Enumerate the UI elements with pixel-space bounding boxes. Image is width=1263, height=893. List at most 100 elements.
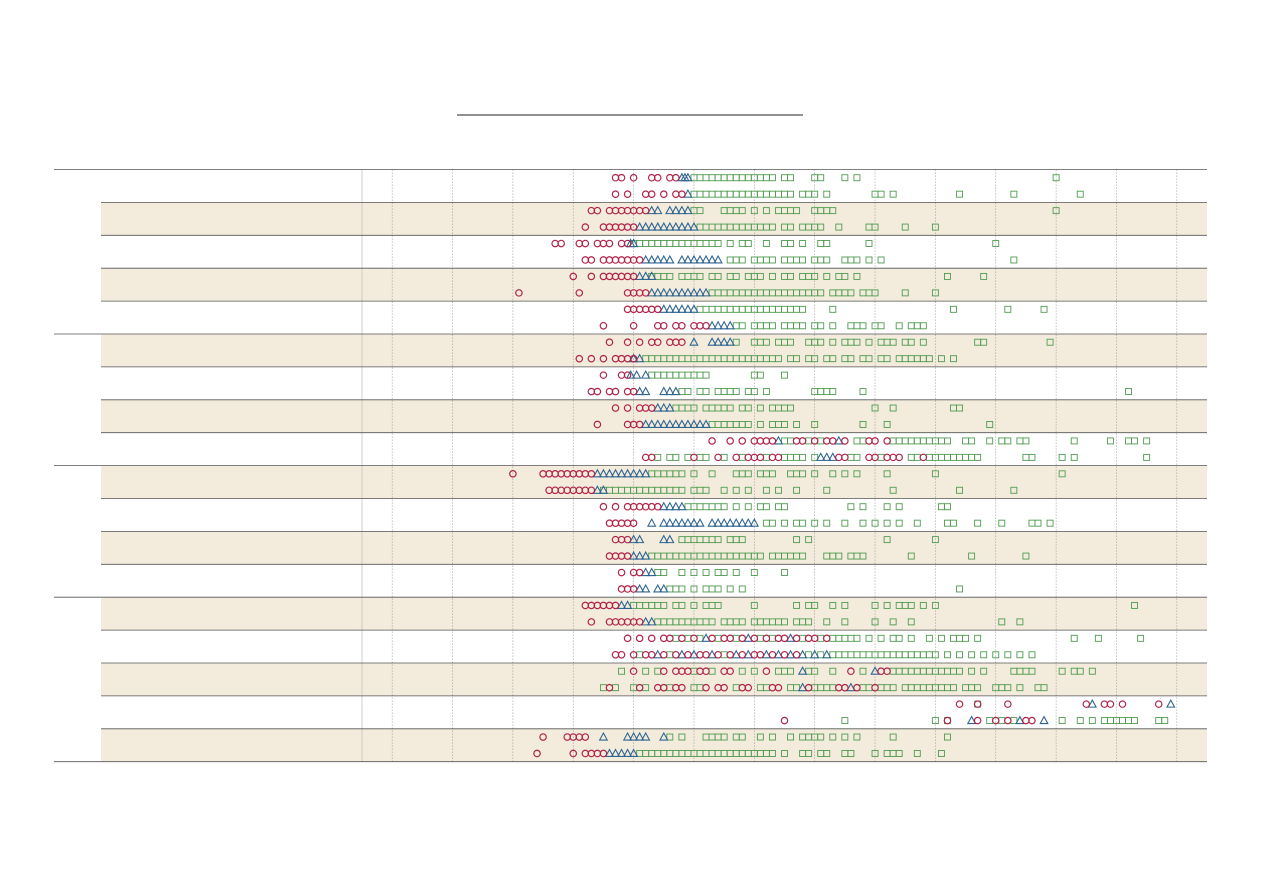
square-point — [744, 190, 752, 198]
circle-point — [702, 683, 710, 692]
square-point — [775, 486, 782, 494]
square-point — [720, 651, 728, 659]
square-point — [762, 207, 770, 215]
square-point — [1131, 437, 1139, 445]
triangle-point — [683, 221, 693, 231]
square-point — [762, 453, 770, 461]
square-point — [877, 190, 885, 198]
square-point — [1028, 651, 1036, 659]
square-point — [678, 240, 686, 247]
circle-point — [647, 404, 656, 412]
square-point — [793, 486, 801, 494]
square-point — [883, 503, 891, 511]
circle-point — [666, 634, 674, 643]
square-point — [956, 404, 963, 412]
circle-point — [720, 683, 728, 692]
circle-point — [581, 239, 590, 248]
square-point — [744, 404, 752, 412]
square-point — [762, 338, 770, 346]
square-point — [642, 240, 650, 247]
square-point — [738, 453, 746, 461]
square-point — [907, 651, 915, 659]
circle-point — [617, 173, 626, 182]
square-point — [756, 503, 764, 511]
circle-point — [726, 437, 734, 445]
square-point — [714, 174, 722, 182]
square-point — [1088, 717, 1096, 725]
square-point — [768, 272, 776, 280]
circle-point — [629, 354, 638, 363]
square-point — [829, 207, 837, 215]
circle-point — [774, 683, 783, 692]
square-point — [1119, 717, 1126, 725]
square-point — [1070, 437, 1078, 445]
triangle-point — [665, 419, 675, 429]
circle-point — [659, 321, 668, 330]
square-point — [756, 552, 764, 560]
square-point — [738, 207, 746, 215]
square-point — [1088, 667, 1096, 675]
circle-point — [653, 338, 662, 347]
square-point — [793, 601, 801, 609]
circle-point — [581, 733, 590, 741]
circle-point — [841, 453, 849, 462]
square-point — [847, 750, 855, 757]
circle-point — [883, 667, 891, 676]
square-point — [738, 585, 746, 593]
circle-point — [702, 321, 710, 330]
triangle-point — [640, 616, 651, 626]
square-point — [690, 470, 698, 478]
triangle-point — [640, 583, 651, 593]
square-point — [678, 733, 686, 741]
square-point — [841, 651, 849, 659]
square-point — [1004, 651, 1012, 659]
square-point — [678, 486, 686, 494]
square-point — [956, 667, 963, 675]
square-point — [980, 338, 988, 346]
square-point — [738, 240, 746, 247]
square-point — [720, 503, 728, 511]
square-point — [781, 305, 788, 313]
square-point — [781, 240, 788, 247]
square-point — [726, 240, 734, 247]
square-point — [636, 651, 644, 659]
square-point — [744, 486, 752, 494]
square-point — [823, 240, 831, 247]
square-point — [762, 503, 770, 511]
triangle-point — [659, 583, 669, 593]
square-point — [841, 272, 849, 280]
square-point — [823, 256, 831, 264]
square-point — [799, 190, 807, 198]
square-point — [931, 289, 939, 297]
square-point — [726, 585, 734, 593]
square-point — [738, 190, 746, 198]
row-bands — [101, 202, 1207, 762]
triangle-point — [683, 254, 693, 264]
square-point — [829, 355, 837, 363]
square-point — [768, 256, 776, 264]
triangle-point — [653, 402, 663, 412]
circle-point — [871, 453, 879, 462]
square-point — [799, 552, 807, 560]
square-point — [998, 437, 1006, 445]
square-point — [811, 421, 819, 428]
square-point — [1131, 717, 1139, 725]
circle-point — [684, 650, 692, 659]
square-point — [708, 174, 716, 182]
triangle-point — [640, 221, 651, 231]
square-point — [925, 453, 933, 461]
square-point — [968, 453, 976, 461]
circle-point — [714, 650, 722, 659]
square-point — [618, 667, 625, 675]
circle-point — [895, 453, 903, 462]
square-point — [793, 536, 801, 544]
circle-point — [587, 486, 596, 495]
square-point — [847, 289, 855, 297]
circle-point — [714, 453, 722, 462]
square-point — [799, 256, 807, 264]
square-point — [1125, 437, 1132, 445]
square-point — [654, 453, 662, 461]
circle-point — [629, 667, 638, 676]
square-point — [871, 519, 879, 527]
square-point — [944, 503, 951, 511]
